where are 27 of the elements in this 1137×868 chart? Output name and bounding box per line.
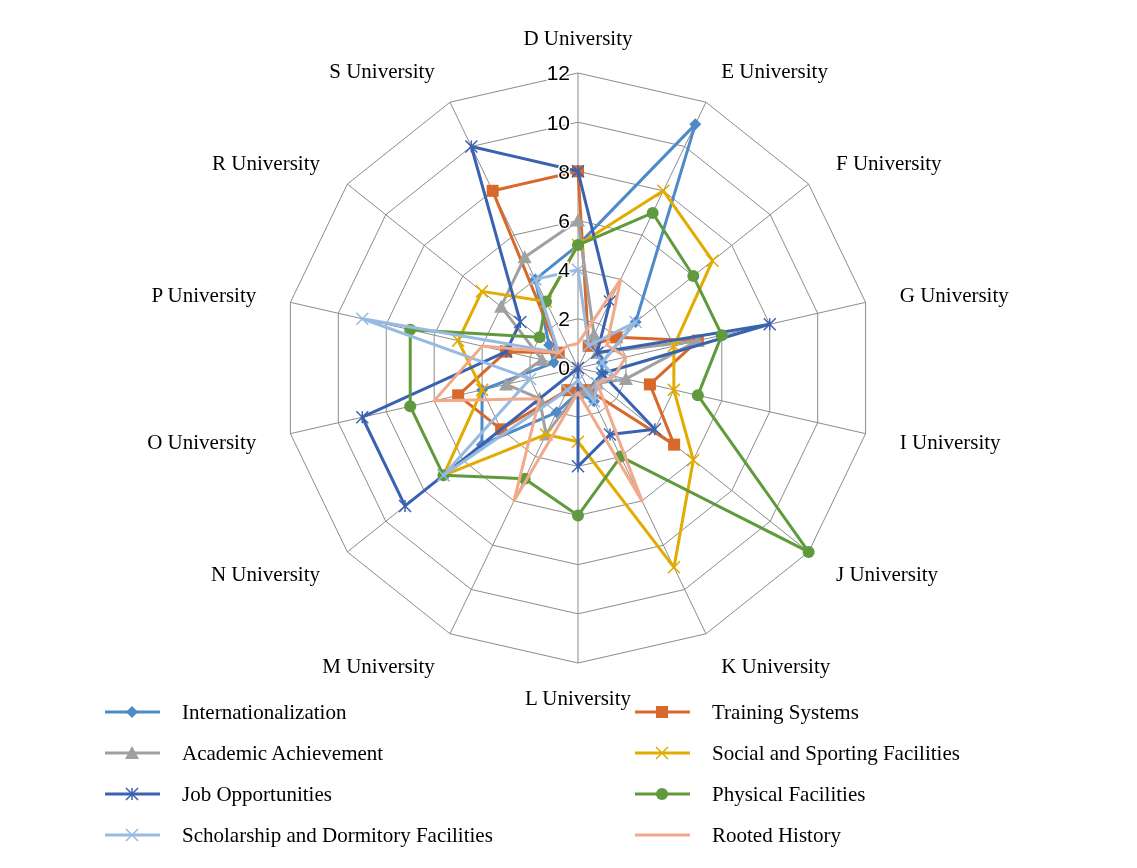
spoke-label: M University <box>322 653 436 678</box>
spoke-label: J University <box>836 562 939 587</box>
legend-label: Job Opportunities <box>182 782 332 807</box>
spoke-label: P University <box>151 282 257 307</box>
legend-label: Social and Sporting Facilities <box>712 741 960 766</box>
spoke-label: D University <box>523 26 634 51</box>
legend-label: Scholarship and Dormitory Facilities <box>182 823 493 848</box>
y-tick-label: 6 <box>558 208 570 232</box>
legend-label: Rooted History <box>712 823 842 848</box>
spoke-label: O University <box>147 429 257 454</box>
spoke-label: S University <box>329 59 436 84</box>
spoke-label: F University <box>836 150 943 175</box>
spoke-label: L University <box>525 686 632 711</box>
y-tick-label: 12 <box>546 61 570 85</box>
legend-label: Physical Facilities <box>712 782 866 807</box>
legend-label: Training Systems <box>712 700 859 725</box>
y-tick-label: 0 <box>558 356 570 380</box>
spoke-label: E University <box>721 59 829 84</box>
spoke-label: I University <box>899 429 1002 454</box>
spoke-label: R University <box>212 150 321 175</box>
y-tick-label: 10 <box>546 110 570 134</box>
spoke-label: K University <box>721 653 831 678</box>
legend-label: Internationalization <box>182 700 347 725</box>
spoke-label: G University <box>899 282 1010 307</box>
spoke-label: N University <box>210 562 321 587</box>
y-tick-label: 2 <box>558 307 570 331</box>
legend-label: Academic Achievement <box>182 741 384 766</box>
